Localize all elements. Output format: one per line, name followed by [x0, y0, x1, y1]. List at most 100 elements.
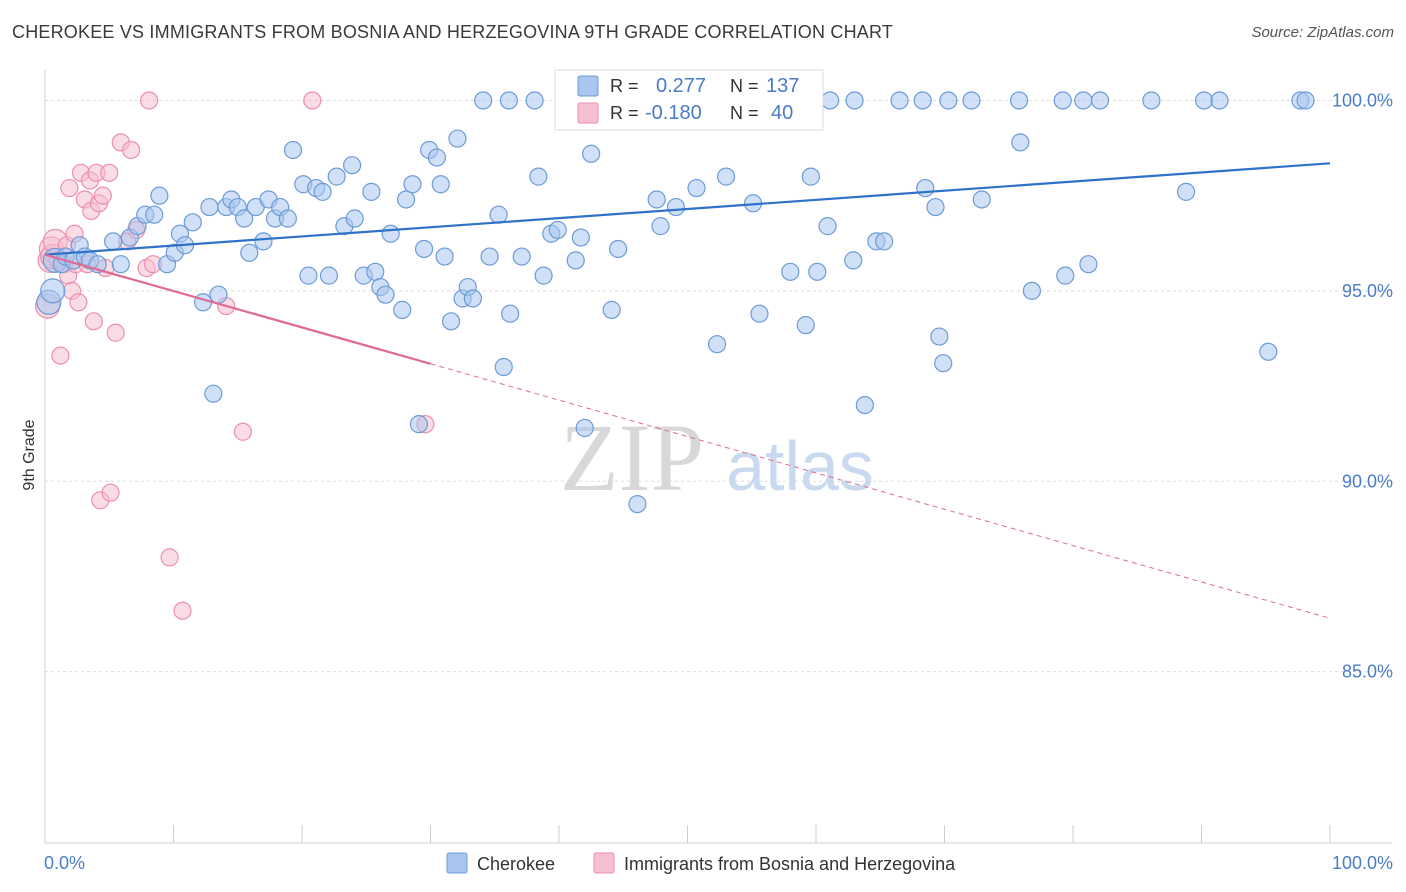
cherokee-point — [962, 91, 981, 110]
cherokee-point — [512, 247, 531, 266]
bosnia-point — [101, 483, 120, 502]
legend-r-label-1: R = — [610, 76, 639, 96]
cherokee-point — [209, 285, 228, 304]
cherokee-point — [1259, 342, 1278, 361]
cherokee-point — [254, 232, 273, 251]
cherokee-point — [845, 91, 864, 110]
cherokee-point — [1079, 255, 1098, 274]
cherokee-point — [111, 255, 130, 274]
cherokee-point — [235, 209, 254, 228]
cherokee-point — [396, 190, 416, 209]
bosnia-point — [160, 548, 179, 567]
cherokee-point — [687, 178, 706, 198]
cherokee-point — [602, 300, 621, 319]
cherokee-point — [666, 197, 686, 217]
watermark-atlas: atlas — [726, 427, 874, 505]
cherokee-point — [1296, 91, 1315, 110]
cherokee-point — [1056, 266, 1075, 285]
cherokee-point — [499, 91, 518, 110]
cherokee-point — [327, 167, 346, 186]
legend-n-label-2: N = — [730, 103, 759, 123]
cherokee-point — [796, 316, 815, 335]
cherokee-point — [489, 205, 508, 224]
cherokee-point — [463, 289, 483, 308]
bosnia-point — [233, 422, 252, 441]
cherokee-point — [362, 182, 381, 201]
cherokee-point — [409, 415, 429, 434]
legend-n-value-2: 40 — [771, 102, 793, 124]
cherokee-point — [393, 300, 412, 319]
cherokee-point — [494, 357, 513, 377]
cherokee-point — [150, 186, 169, 205]
source-credit: Source: ZipAtlas.com — [1251, 24, 1394, 41]
cherokee-point — [844, 251, 863, 270]
cherokee-point — [525, 91, 544, 110]
cherokee-point — [818, 217, 837, 236]
trendlines — [44, 162, 1331, 619]
chart-title: CHEROKEE VS IMMIGRANTS FROM BOSNIA AND H… — [12, 22, 894, 42]
cherokee-point — [1009, 91, 1029, 110]
cherokee-point — [381, 224, 400, 243]
cherokee-point — [435, 247, 454, 266]
cherokee-point — [972, 190, 991, 209]
cherokee-point — [193, 293, 213, 312]
cherokee-point — [529, 167, 548, 186]
cherokee-point — [200, 197, 219, 217]
cherokee-point — [939, 91, 958, 110]
series-legend: Cherokee Immigrants from Bosnia and Herz… — [446, 852, 956, 874]
cherokee-point — [104, 232, 123, 251]
cherokee-point — [1210, 91, 1229, 110]
legend-r-label-2: R = — [610, 103, 639, 123]
x-tick-label: 0.0% — [44, 853, 85, 873]
x-tick-label: 100.0% — [1332, 853, 1393, 873]
cherokee-point — [183, 213, 202, 232]
cherokee-point — [582, 144, 601, 163]
cherokee-point — [934, 354, 953, 373]
cherokee-point — [431, 175, 450, 194]
cherokee-point — [566, 251, 585, 270]
cherokee-point — [1074, 91, 1093, 110]
cherokee-point — [651, 217, 670, 236]
tick-labels: 100.0% 95.0% 90.0% 85.0% 0.0% 100.0% — [44, 90, 1393, 873]
cherokee-point — [808, 262, 827, 281]
y-tick-label: 95.0% — [1342, 281, 1393, 301]
cherokee-point — [448, 129, 467, 148]
legend-swatch-bosnia — [577, 102, 599, 124]
bosnia-point — [93, 186, 112, 205]
legend-r-value-1: 0.277 — [656, 75, 706, 97]
cherokee-point — [1011, 133, 1030, 152]
cherokee-point — [1142, 91, 1161, 110]
cherokee-point — [821, 91, 840, 110]
cherokee-point — [855, 395, 874, 415]
bosnia-point — [100, 163, 119, 182]
cherokee-point — [647, 190, 666, 209]
cherokee-trendline — [44, 162, 1331, 256]
cherokee-point — [40, 278, 66, 304]
stats-legend: R = 0.277 N = 137 R = -0.180 N = 40 — [554, 69, 824, 131]
cherokee-point — [343, 156, 362, 175]
cherokee-point — [403, 175, 422, 194]
cherokee-point — [926, 197, 945, 217]
cherokee-point — [414, 239, 434, 259]
series-legend-swatch-cherokee — [446, 852, 468, 874]
cherokee-point — [1053, 91, 1072, 110]
legend-n-label-1: N = — [730, 76, 759, 96]
cherokee-point — [801, 167, 820, 186]
cherokee-point — [707, 335, 727, 354]
cherokee-point — [781, 262, 800, 281]
legend-n-value-1: 137 — [766, 75, 799, 97]
bosnia-trendline-solid — [44, 253, 431, 365]
cherokee-point — [1194, 91, 1214, 110]
cherokee-point — [575, 418, 594, 438]
cherokee-point — [534, 266, 553, 285]
cherokee-point — [145, 205, 164, 224]
cherokee-point — [240, 243, 259, 262]
watermark: ZIP atlas — [560, 404, 874, 511]
axes — [44, 70, 1392, 844]
cherokee-point — [1022, 281, 1041, 300]
cherokee-point — [204, 384, 223, 403]
bosnia-point — [139, 91, 159, 110]
bosnia-point — [60, 178, 79, 198]
bosnia-trendline-dashed — [430, 363, 1331, 619]
